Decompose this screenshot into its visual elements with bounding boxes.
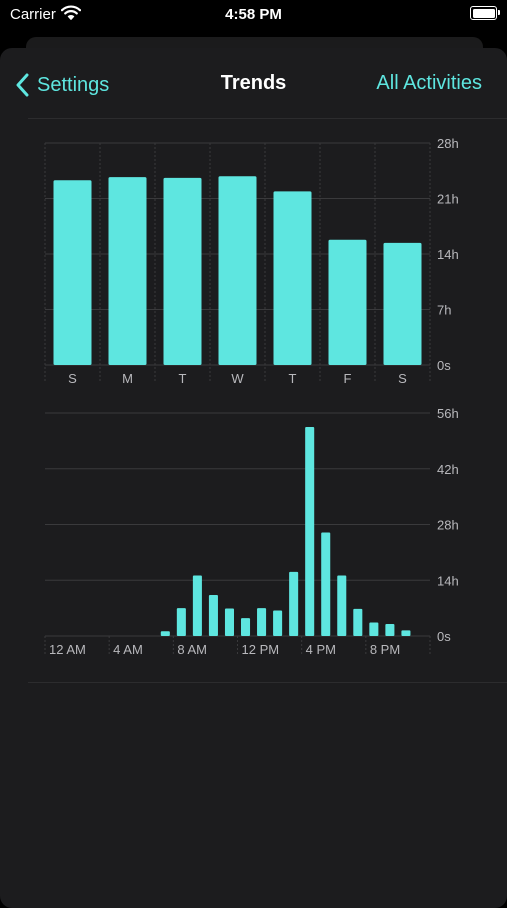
x-tick-label: M — [122, 371, 133, 386]
bar — [176, 608, 186, 636]
status-bar: Carrier 4:58 PM — [0, 0, 507, 30]
x-tick-label: 8 PM — [370, 642, 400, 657]
bar — [218, 176, 257, 365]
navigation-bar: Settings Trends All Activities — [0, 48, 507, 118]
hourly-trend-chart: 0s 14h 28h 42h 56h 12 AM 4 AM 8 AM 12 PM 4 PM 8 PM — [44, 406, 459, 657]
weekly-trend-chart: 0s 7h 14h 21h 28h S M T W T F S — [44, 136, 459, 386]
x-tick-label: 4 PM — [306, 642, 336, 657]
y-tick-label: 42h — [437, 462, 459, 477]
y-tick-label: 0s — [437, 629, 451, 644]
y-tick-label: 7h — [437, 303, 451, 318]
status-time: 4:58 PM — [225, 6, 282, 23]
content-bottom-divider — [28, 682, 507, 683]
bar — [224, 608, 234, 636]
bar — [208, 594, 218, 636]
bar — [337, 575, 347, 636]
bar — [383, 242, 422, 365]
y-tick-label: 28h — [437, 518, 459, 533]
y-tick-label: 56h — [437, 406, 459, 421]
bar — [401, 630, 411, 636]
bar — [273, 610, 283, 636]
bar — [353, 608, 363, 636]
x-tick-label: 12 PM — [242, 642, 280, 657]
x-tick-label: 4 AM — [113, 642, 143, 657]
y-tick-label: 14h — [437, 247, 459, 262]
bar — [163, 177, 202, 365]
x-tick-label: S — [398, 371, 407, 386]
bar — [160, 631, 170, 636]
back-button-label: Settings — [37, 73, 110, 96]
y-tick-label: 14h — [437, 573, 459, 588]
bar — [108, 177, 147, 365]
wifi-icon — [60, 5, 82, 25]
nav-divider — [28, 118, 507, 119]
all-activities-button[interactable]: All Activities — [376, 72, 482, 94]
bar — [385, 624, 395, 636]
settings-back-button[interactable]: Settings — [16, 72, 109, 98]
chevron-left-icon — [16, 73, 29, 97]
x-tick-label: S — [68, 371, 77, 386]
y-tick-label: 28h — [437, 136, 459, 151]
battery-icon — [470, 6, 500, 20]
x-tick-label: W — [231, 371, 244, 386]
bar — [192, 575, 202, 636]
x-tick-label: T — [289, 371, 297, 386]
x-tick-label: 12 AM — [49, 642, 86, 657]
bar — [241, 618, 251, 636]
y-tick-label: 21h — [437, 192, 459, 207]
y-tick-label: 0s — [437, 358, 451, 373]
bar — [53, 180, 92, 365]
bar — [305, 426, 315, 636]
bar — [273, 191, 312, 365]
bar — [328, 239, 367, 365]
x-tick-label: F — [344, 371, 352, 386]
carrier-label: Carrier — [10, 6, 56, 23]
bar — [369, 622, 379, 636]
bar — [289, 571, 299, 636]
bar — [321, 532, 331, 636]
x-tick-label: 8 AM — [177, 642, 207, 657]
bar — [257, 608, 267, 636]
x-tick-label: T — [179, 371, 187, 386]
